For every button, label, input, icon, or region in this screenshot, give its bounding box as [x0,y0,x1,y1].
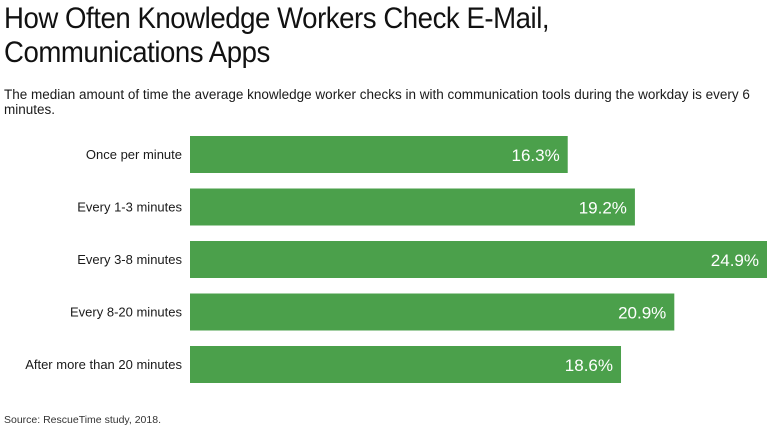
bar-group: Every 3-8 minutes 24.9% [77,241,767,278]
bar-group: After more than 20 minutes 18.6% [25,346,622,383]
category-label: Once per minute [86,147,182,162]
source-note: Source: RescueTime study, 2018. [4,414,161,426]
data-label: 19.2% [579,199,627,218]
data-label: 16.3% [512,146,560,165]
chart-title: How Often Knowledge Workers Check E-Mail… [4,2,550,69]
category-label: After more than 20 minutes [25,357,182,372]
bar [190,136,568,173]
category-label: Every 3-8 minutes [77,252,182,267]
bar [190,241,767,278]
bar [190,188,635,226]
category-label: Every 8-20 minutes [70,305,182,320]
bar-group: Once per minute 16.3% [86,136,568,173]
data-label: 18.6% [565,356,613,375]
data-label: 24.9% [711,251,759,270]
chart-subtitle: The median amount of time the average kn… [4,87,750,117]
data-label: 20.9% [618,304,666,323]
bar-group: Every 8-20 minutes 20.9% [70,293,675,331]
category-label: Every 1-3 minutes [77,200,182,215]
bar-group: Every 1-3 minutes 19.2% [77,188,635,226]
bar [190,346,622,383]
bar [190,293,675,331]
